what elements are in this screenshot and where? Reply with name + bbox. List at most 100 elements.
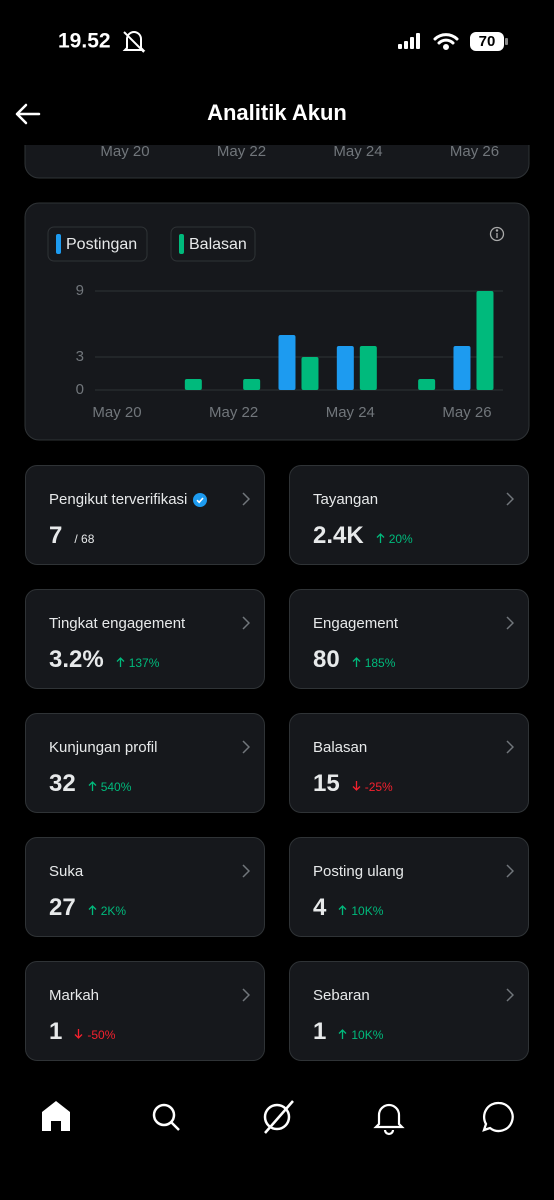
metric-label-text: Markah [49,987,100,1004]
bar [278,335,296,390]
metric-change: 137% [116,656,160,670]
metric-card[interactable]: Sebaran 1 10K% [289,961,529,1061]
metric-change-text: 185% [364,656,396,670]
wifi-icon [433,33,459,50]
nav-home[interactable] [42,1101,70,1131]
bar [301,357,319,390]
metric-card[interactable]: Pengikut terverifikasi 7 / 68 [25,465,265,565]
metric-label-text: Posting ulang [313,863,404,880]
metric-value: 80 [313,646,340,673]
metric-card[interactable]: Engagement 80 185% [289,589,529,689]
metric-value: 3.2% [49,646,104,673]
metric-label: Balasan [313,739,367,756]
chart-card [24,202,530,441]
nav-grok[interactable] [263,1100,294,1134]
chevron [242,740,250,754]
metric-label-text: Engagement [313,615,399,632]
x-tick-label: May 22 [217,143,266,160]
change-arrow [352,781,361,791]
metric-label: Suka [49,863,83,880]
metric-value: 1 [313,1018,327,1045]
mute-icon [122,31,146,53]
legend-label: Postingan [66,236,137,253]
info-icon[interactable] [489,226,505,242]
metric-total: / 68 [74,532,95,546]
battery [470,32,504,51]
metric-card[interactable]: Suka 27 2K% [25,837,265,937]
chevron [242,988,250,1002]
legend-label: Balasan [189,236,247,253]
metric-value-row: 7 / 68 [49,522,94,550]
metric-label-text: Pengikut terverifikasi [49,491,188,508]
metric-value-row: 4 10K% [313,894,383,922]
metric-value: 7 [49,522,63,549]
legend-item [47,226,148,262]
legend-item [170,226,256,262]
nav-messages[interactable] [482,1101,514,1133]
metric-value: 4 [313,894,327,921]
metric-change-text: 137% [128,656,160,670]
change-arrow [376,533,385,543]
metric-change-text: -25% [364,780,393,794]
change-arrow [88,781,97,791]
metric-label: Markah [49,987,99,1004]
metric-change: -25% [352,780,393,794]
change-arrow [338,905,347,915]
metric-value-row: 15 -25% [313,770,393,798]
header-bg [0,0,554,145]
bar [453,346,471,390]
metric-value-row: 1 10K% [313,1018,383,1046]
metric-card[interactable]: Markah 1 -50% [25,961,265,1061]
signal-icon [398,33,420,49]
metric-value: 15 [313,770,340,797]
chevron [506,864,514,878]
chevron [242,864,250,878]
verified-badge [193,492,208,507]
nav-search[interactable] [152,1103,180,1131]
chevron [506,616,514,630]
bar [418,379,436,390]
metric-label: Engagement [313,615,398,632]
bar [243,379,261,390]
metric-change: 540% [88,780,132,794]
bar [184,379,202,390]
battery-level: 70 [479,33,496,50]
legend-swatch [179,234,184,254]
metric-label-text: Suka [49,863,84,880]
metric-card[interactable]: Balasan 15 -25% [289,713,529,813]
metric-value: 2.4K [313,522,364,549]
metric-change-text: 540% [100,780,132,794]
metric-label: Kunjungan profil [49,739,157,756]
nav-notifications[interactable] [373,1103,405,1136]
metric-label: Pengikut terverifikasi [49,491,208,508]
chevron [506,492,514,506]
metric-value-row: 80 185% [313,646,395,674]
bar [359,346,377,390]
metric-value-row: 1 -50% [49,1018,115,1046]
metric-value: 1 [49,1018,63,1045]
change-arrow [88,905,97,915]
metric-value-row: 32 540% [49,770,131,798]
metric-label: Tayangan [313,491,378,508]
x-tick-label: May 20 [100,143,149,160]
chevron [242,616,250,630]
page-title: Analitik Akun [207,100,347,125]
metric-change-text: 20% [388,532,413,546]
x-tick-label: May 24 [326,404,375,421]
metric-label: Sebaran [313,987,370,1004]
chevron [506,740,514,754]
metric-change-text: -50% [87,1028,116,1042]
x-tick-label: May 26 [450,143,499,160]
metric-card[interactable]: Tayangan 2.4K 20% [289,465,529,565]
metric-card[interactable]: Kunjungan profil 32 540% [25,713,265,813]
metric-label-text: Sebaran [313,987,370,1004]
metric-card[interactable]: Tingkat engagement 3.2% 137% [25,589,265,689]
back-button[interactable] [15,103,41,125]
metric-label-text: Tingkat engagement [49,615,186,632]
metric-value: 32 [49,770,76,797]
battery-tip [505,38,508,45]
metric-value-row: 3.2% 137% [49,646,159,674]
metric-card[interactable]: Posting ulang 4 10K% [289,837,529,937]
